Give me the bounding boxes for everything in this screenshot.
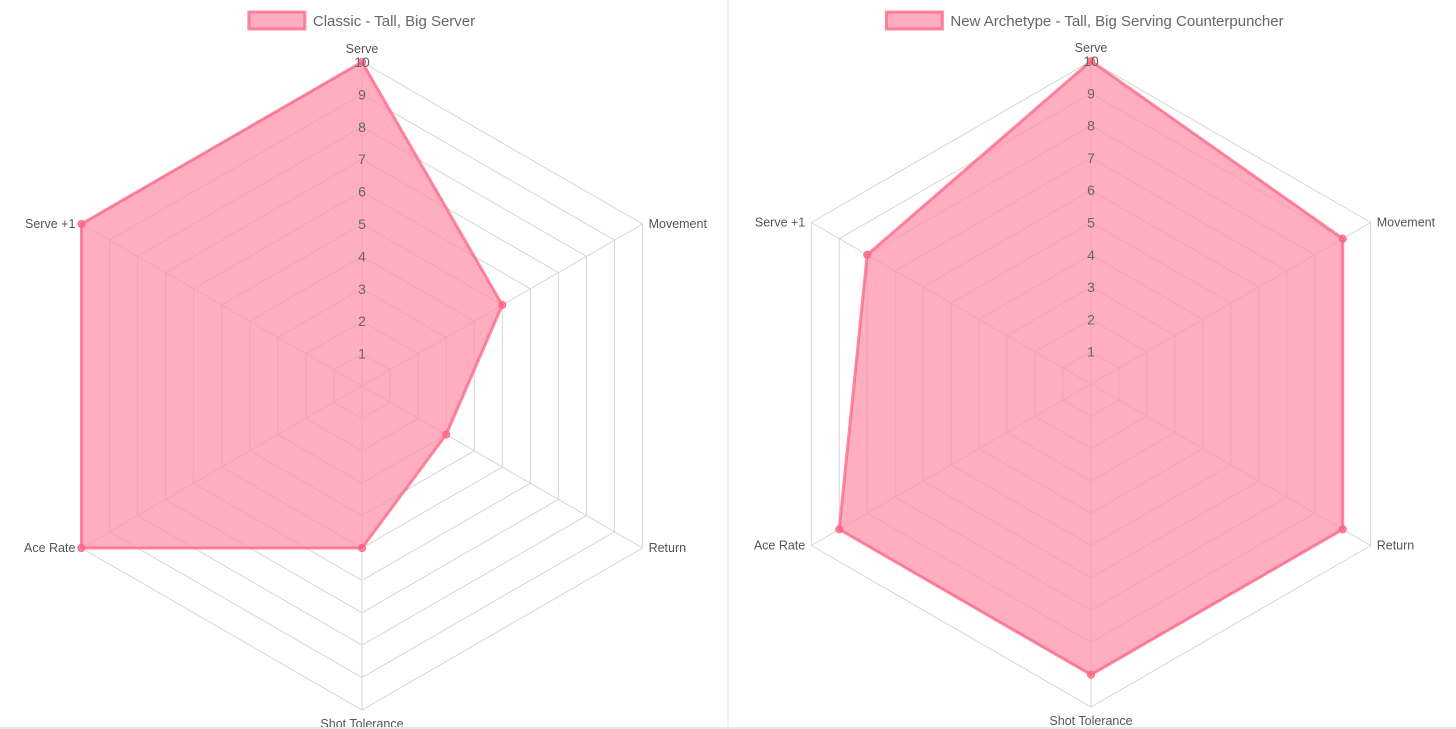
axis-label-return: Return bbox=[1377, 539, 1415, 553]
tick-label-4: 4 bbox=[358, 248, 366, 264]
axis-labels: Serve Movement Return Shot Tolerance Ace Rat… bbox=[754, 41, 1436, 728]
tick-label-10: 10 bbox=[354, 54, 370, 70]
data-point-movement[interactable] bbox=[498, 301, 507, 309]
tick-label-9: 9 bbox=[1087, 85, 1095, 101]
tick-label-5: 5 bbox=[358, 216, 366, 232]
data-point-return[interactable] bbox=[1338, 525, 1347, 534]
data-point-ace-rate[interactable] bbox=[835, 525, 844, 534]
tick-label-7: 7 bbox=[1087, 150, 1095, 166]
tick-label-3: 3 bbox=[1087, 279, 1095, 295]
data-point-serve-1[interactable] bbox=[77, 220, 86, 228]
legend[interactable]: Classic - Tall, Big Server bbox=[247, 10, 475, 31]
axis-label-movement: Movement bbox=[649, 217, 708, 231]
legend-label[interactable]: New Archetype - Tall, Big Serving Counte… bbox=[950, 13, 1283, 30]
axis-label-ace-rate: Ace Rate bbox=[754, 539, 805, 553]
tick-label-3: 3 bbox=[358, 281, 366, 297]
tick-labels: 1 2 3 4 5 6 7 8 9 10 bbox=[354, 54, 370, 362]
data-point-movement[interactable] bbox=[1338, 234, 1347, 243]
tick-label-5: 5 bbox=[1087, 215, 1095, 231]
axis-label-ace-rate: Ace Rate bbox=[24, 541, 75, 555]
bottom-edge bbox=[0, 727, 1456, 729]
tick-label-4: 4 bbox=[1087, 247, 1095, 263]
panel-divider bbox=[727, 0, 729, 729]
tick-label-6: 6 bbox=[358, 184, 366, 200]
tick-label-8: 8 bbox=[1087, 118, 1095, 134]
legend-swatch[interactable] bbox=[247, 10, 307, 31]
data-point-serve-1[interactable] bbox=[863, 250, 872, 259]
tick-labels: 1 2 3 4 5 6 7 8 9 10 bbox=[1083, 53, 1099, 360]
series-area bbox=[79, 60, 504, 550]
data-point-serve[interactable] bbox=[358, 58, 366, 66]
tick-label-8: 8 bbox=[358, 119, 366, 135]
tick-label-2: 2 bbox=[1087, 311, 1095, 327]
series-classic-tall-big-server bbox=[77, 58, 507, 552]
series-new-archetype-tall-big-serving-counterpuncher bbox=[835, 57, 1347, 679]
tick-label-2: 2 bbox=[358, 313, 366, 329]
axis-label-serve: Serve bbox=[1075, 41, 1108, 55]
tick-label-7: 7 bbox=[358, 151, 366, 167]
data-point-serve[interactable] bbox=[1087, 57, 1095, 65]
radar-chart-classic: 1 2 3 4 5 6 7 8 9 10 Serve Movement Return Shot Toler… bbox=[0, 0, 727, 729]
legend-swatch[interactable] bbox=[884, 10, 944, 31]
axis-label-shot-tolerance: Shot Tolerance bbox=[1049, 714, 1132, 728]
data-point-shot-tolerance[interactable] bbox=[1087, 670, 1095, 679]
axis-label-serve-1: Serve +1 bbox=[755, 216, 805, 230]
legend-label[interactable]: Classic - Tall, Big Server bbox=[313, 13, 475, 30]
tick-label-1: 1 bbox=[1087, 344, 1095, 360]
axis-label-serve: Serve bbox=[346, 42, 379, 56]
data-point-shot-tolerance[interactable] bbox=[358, 544, 366, 552]
axis-label-movement: Movement bbox=[1377, 216, 1436, 230]
axis-labels: Serve Movement Return Shot Tolerance Ace Rat… bbox=[24, 42, 707, 729]
tick-label-1: 1 bbox=[358, 346, 366, 362]
legend[interactable]: New Archetype - Tall, Big Serving Counte… bbox=[884, 10, 1284, 31]
axis-label-serve-1: Serve +1 bbox=[25, 217, 75, 231]
data-point-return[interactable] bbox=[442, 430, 451, 439]
axis-label-return: Return bbox=[649, 541, 687, 555]
data-point-ace-rate[interactable] bbox=[77, 544, 86, 552]
tick-label-9: 9 bbox=[358, 86, 366, 102]
axis-label-shot-tolerance: Shot Tolerance bbox=[320, 717, 403, 729]
radar-chart-new-archetype: 1 2 3 4 5 6 7 8 9 10 Serve Movement Return Shot Toler… bbox=[729, 0, 1456, 729]
tick-label-6: 6 bbox=[1087, 182, 1095, 198]
tick-label-10: 10 bbox=[1083, 53, 1099, 69]
